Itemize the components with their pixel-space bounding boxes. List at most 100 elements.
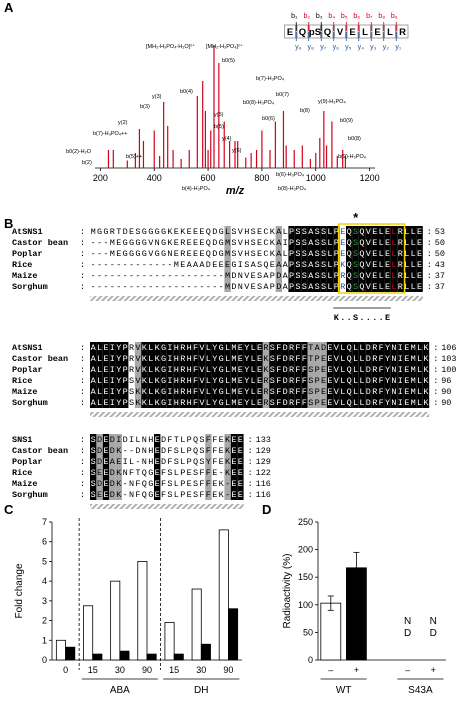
residue-char: E: [103, 457, 108, 467]
residue-char: -: [103, 260, 108, 270]
residue-char: -: [123, 271, 128, 281]
residue-char: L: [206, 387, 211, 397]
residue-char: E: [340, 249, 345, 259]
residue-char: S: [174, 446, 179, 456]
residue-char: A: [283, 260, 289, 270]
b-ion-label: b₉: [391, 13, 398, 20]
residue-char: S: [302, 271, 307, 281]
conservation-shade: [314, 342, 321, 408]
residue: E: [287, 27, 293, 38]
residue: E: [349, 27, 355, 38]
residue-char: S: [129, 398, 134, 408]
sequence-name: AtSNS1: [12, 227, 43, 237]
residue-char: Q: [359, 227, 364, 237]
residue-char: Y: [212, 365, 217, 375]
residue-char: D: [283, 398, 288, 408]
residue-char: A: [91, 398, 97, 408]
residue-char: L: [404, 260, 409, 270]
conservation-shade: [115, 342, 122, 408]
residue-char: L: [411, 249, 416, 259]
residue-char: V: [366, 260, 372, 270]
conservation-shade: [179, 342, 186, 408]
residue-char: R: [340, 282, 345, 292]
x-tick-label: 30: [196, 665, 206, 675]
residue-char: S: [167, 490, 172, 500]
residue-char: L: [225, 354, 230, 364]
peak-annotation: b0(6): [262, 116, 275, 122]
residue-box: [371, 24, 384, 39]
conservation-shade: [416, 226, 423, 292]
residue-char: E: [238, 387, 243, 397]
residue-char: R: [289, 376, 294, 386]
residue-char: Q: [206, 238, 211, 248]
panel-label: D: [262, 502, 271, 517]
sequence: SDEDK--DNHEDFSLPQSFFEKEE: [91, 446, 243, 456]
residue-box: [359, 24, 371, 39]
residue-char: R: [263, 343, 268, 353]
residue-char: G: [161, 354, 166, 364]
residue-char: H: [148, 457, 153, 467]
conservation-shade: [320, 342, 327, 408]
peak-annotation: b0(9): [340, 118, 353, 124]
residue-char: -: [135, 271, 140, 281]
residue-char: Q: [359, 260, 364, 270]
residue-char: E: [155, 479, 160, 489]
residue-char: I: [167, 365, 172, 375]
residue-char: -: [148, 282, 153, 292]
residue-box: [346, 24, 359, 39]
conservation-shade: [224, 226, 231, 292]
y-ion-label: y₅: [345, 44, 352, 51]
residue-char: E: [103, 365, 108, 375]
residue-char: S: [295, 271, 300, 281]
residue-char: R: [180, 238, 185, 248]
separator: :: [80, 446, 85, 456]
residue-char: A: [91, 376, 97, 386]
residue-char: Y: [385, 343, 390, 353]
residue-char: E: [372, 260, 377, 270]
residue-char: V: [244, 271, 250, 281]
residue-char: G: [219, 376, 224, 386]
residue-char: F: [167, 435, 172, 445]
separator: :: [427, 238, 432, 248]
residue-char: R: [180, 387, 185, 397]
residue-char: L: [391, 260, 396, 270]
y-tick-label: 100: [298, 600, 313, 610]
residue-char: A: [276, 249, 282, 259]
residue-char: E: [340, 238, 345, 248]
peak-annotation: b(5): [214, 124, 224, 130]
residue-char: -: [212, 282, 217, 292]
residue-char: -: [97, 238, 102, 248]
residue-char: -: [123, 490, 128, 500]
residue-char: I: [398, 376, 403, 386]
residue-char: L: [391, 238, 396, 248]
bar: [191, 588, 202, 661]
residue-char: L: [359, 387, 364, 397]
residue-char: V: [148, 238, 154, 248]
residue-char: E: [103, 354, 108, 364]
residue-char: S: [321, 260, 326, 270]
x-tick-label: 0: [63, 665, 68, 675]
residue-char: E: [404, 354, 409, 364]
residue-char: M: [174, 260, 179, 270]
residue-char: S: [321, 227, 326, 237]
residue-char: E: [187, 468, 192, 478]
residue-char: -: [123, 260, 128, 270]
residue-char: -: [174, 282, 179, 292]
bar: [92, 653, 103, 661]
residue-char: P: [334, 227, 339, 237]
residue-char: N: [142, 435, 147, 445]
residue-char: V: [366, 227, 372, 237]
residue-char: H: [174, 365, 179, 375]
residue-box: [296, 24, 309, 39]
residue-char: R: [398, 238, 403, 248]
x-tick-label: 400: [147, 173, 162, 183]
residue-char: I: [167, 376, 172, 386]
residue-char: G: [161, 238, 166, 248]
conservation-shade: [378, 342, 385, 408]
residue-char: V: [334, 398, 340, 408]
residue-char: D: [161, 435, 166, 445]
residue-char: A: [308, 249, 314, 259]
residue-char: S: [91, 490, 96, 500]
conservation-shade: [224, 342, 231, 408]
